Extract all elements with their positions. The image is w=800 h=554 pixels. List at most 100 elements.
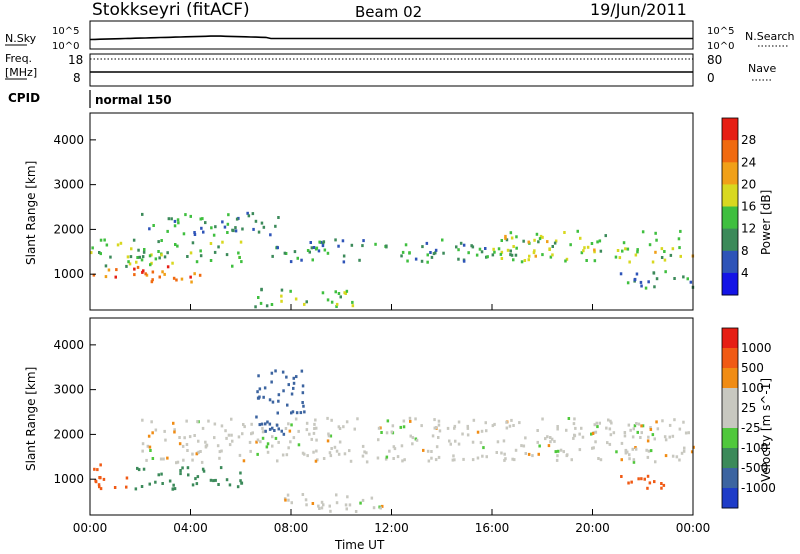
data-cell: [390, 430, 394, 434]
data-cell: [301, 493, 305, 496]
data-cell: [251, 212, 255, 216]
data-cell: [266, 442, 270, 446]
data-cell: [593, 423, 596, 427]
data-cell: [236, 485, 240, 489]
data-cell: [115, 268, 118, 272]
data-cell: [172, 421, 175, 425]
data-cell: [162, 457, 165, 461]
data-cell: [297, 429, 300, 433]
data-cell: [93, 467, 96, 471]
data-cell: [176, 244, 179, 248]
noise-trace: [89, 35, 693, 41]
data-cell: [238, 256, 241, 259]
data-cell: [493, 422, 496, 426]
data-cell: [622, 241, 626, 245]
data-cell: [618, 256, 622, 260]
data-cell: [199, 450, 202, 453]
data-cell: [655, 238, 658, 242]
data-cell: [671, 434, 675, 438]
data-cell: [596, 240, 599, 244]
data-cell: [255, 440, 258, 444]
data-cell: [283, 251, 287, 255]
data-cell: [379, 426, 382, 430]
data-cell: [166, 456, 169, 460]
data-cell: [260, 422, 264, 426]
data-cell: [567, 417, 571, 420]
data-cell: [263, 386, 267, 390]
data-cell: [342, 425, 345, 429]
data-cell: [313, 422, 316, 426]
data-cell: [689, 280, 693, 284]
data-cell: [335, 493, 338, 497]
data-cell: [430, 450, 433, 453]
data-cell: [254, 219, 258, 223]
data-cell: [573, 433, 576, 437]
y-tick-label: 3000: [53, 383, 84, 397]
data-cell: [574, 426, 577, 430]
data-cell: [127, 260, 130, 264]
data-cell: [337, 244, 340, 248]
data-cell: [301, 391, 305, 395]
data-cell: [250, 432, 253, 436]
data-cell: [259, 440, 262, 444]
data-cell: [225, 478, 229, 482]
data-cell: [237, 251, 240, 255]
data-cell: [472, 418, 476, 422]
data-cell: [476, 456, 480, 460]
data-cell: [226, 222, 230, 226]
data-cell: [629, 428, 632, 432]
data-cell: [680, 451, 684, 455]
data-cell: [296, 256, 299, 260]
data-cell: [275, 423, 279, 427]
data-cell: [471, 245, 475, 249]
data-cell: [204, 221, 207, 225]
data-cell: [649, 428, 653, 431]
data-cell: [632, 458, 636, 462]
colorbar-swatch: [722, 228, 738, 252]
data-cell: [626, 450, 629, 454]
data-cell: [149, 263, 152, 267]
data-cell: [142, 269, 145, 273]
y-tick-label: 1000: [53, 472, 84, 486]
freq-panel-frame: [89, 53, 694, 87]
data-cell: [604, 234, 607, 238]
data-cell: [277, 216, 280, 219]
data-cell: [254, 305, 257, 309]
data-cell: [485, 255, 488, 259]
data-cell: [627, 481, 630, 485]
data-cell: [648, 481, 652, 485]
data-cell: [171, 261, 174, 265]
data-cell: [675, 455, 679, 459]
data-cell: [485, 455, 488, 459]
data-cell: [255, 415, 258, 419]
data-cell: [234, 229, 238, 233]
data-cell: [631, 447, 634, 451]
data-cell: [500, 239, 503, 242]
data-cell: [409, 434, 412, 438]
data-cell: [462, 457, 465, 461]
cpid-label: CPID: [8, 91, 40, 105]
data-cell: [457, 257, 460, 261]
data-cell: [475, 253, 479, 257]
data-cell: [673, 418, 676, 422]
data-cell: [126, 255, 130, 259]
data-cell: [200, 226, 203, 230]
colorbar-swatch: [722, 118, 738, 141]
freq-panel: Freq. [MHz] 18 8 80 0 Nave: [5, 52, 776, 87]
data-cell: [546, 240, 549, 244]
y-tick-label: 4000: [53, 133, 84, 147]
data-cell: [286, 403, 289, 407]
data-cell: [528, 254, 531, 258]
colorbar-tick-label: 1000: [741, 341, 772, 355]
data-cell: [365, 460, 369, 464]
data-cell: [268, 422, 272, 426]
data-cell: [329, 434, 333, 438]
data-cell: [484, 421, 487, 425]
data-cell: [317, 504, 320, 508]
data-cell: [598, 239, 602, 243]
data-cell: [433, 426, 436, 430]
colorbar-swatch: [722, 468, 738, 489]
data-cell: [643, 477, 646, 481]
data-cell: [392, 445, 396, 449]
data-cell: [189, 251, 193, 255]
